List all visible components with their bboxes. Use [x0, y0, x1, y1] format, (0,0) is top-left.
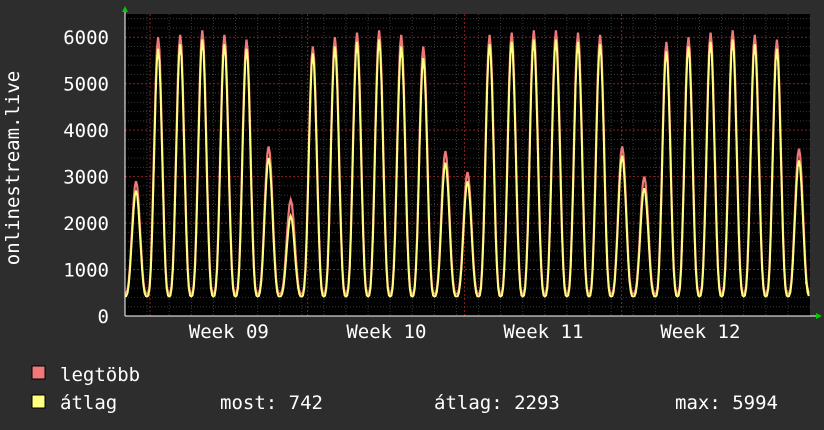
y-tick-label: 3000 — [63, 167, 109, 189]
y-axis-arrow — [122, 6, 128, 12]
y-tick-labels: 0 1000 2000 3000 4000 5000 6000 — [63, 27, 109, 328]
legend-label-max: legtöbb — [60, 364, 140, 386]
stat-avg: átlag: 2293 — [434, 392, 560, 414]
y-tick-label: 4000 — [63, 120, 109, 142]
x-tick-label: Week 09 — [189, 321, 269, 343]
x-tick-label: Week 11 — [503, 321, 583, 343]
x-tick-label: Week 10 — [346, 321, 426, 343]
legend-swatch-avg — [31, 394, 46, 409]
grid-minor — [125, 14, 810, 316]
stat-now: most: 742 — [220, 392, 323, 414]
y-tick-label: 5000 — [63, 74, 109, 96]
legend-label-avg: átlag — [60, 392, 117, 414]
x-axis-arrow — [816, 313, 822, 319]
legend-swatch-max — [31, 365, 46, 380]
axes — [122, 6, 822, 319]
series-line-avg — [124, 39, 810, 298]
y-tick-label: 2000 — [63, 213, 109, 235]
y-axis-label: onlinestream.live — [2, 71, 24, 265]
x-tick-labels: Week 09 Week 10 Week 11 Week 12 — [189, 321, 741, 343]
x-tick-label: Week 12 — [660, 321, 740, 343]
y-tick-label: 1000 — [63, 260, 109, 282]
stat-max: max: 5994 — [675, 392, 778, 414]
y-tick-label: 0 — [98, 306, 109, 328]
y-tick-label: 6000 — [63, 27, 109, 49]
series-avg — [124, 39, 810, 298]
